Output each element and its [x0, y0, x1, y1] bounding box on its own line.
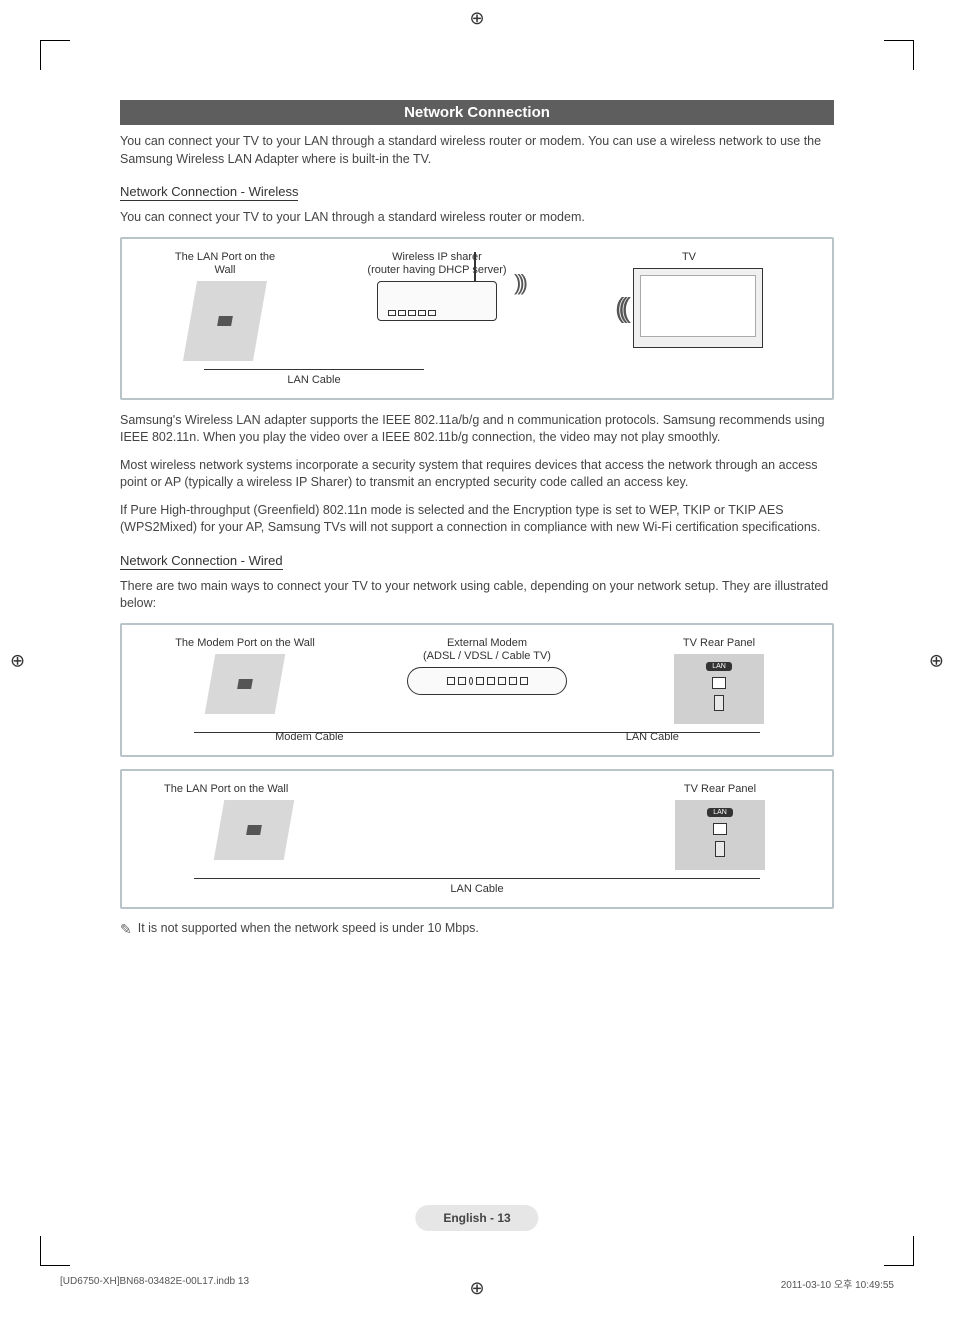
crop-corner — [40, 1236, 70, 1266]
registration-mark-top: ⊕ — [469, 8, 484, 29]
registration-mark-right: ⊕ — [929, 650, 944, 671]
cable-plug-icon — [714, 695, 724, 711]
wired-diagram-2: The LAN Port on the Wall TV Rear Panel L… — [120, 769, 834, 909]
cable-plug-icon — [715, 841, 725, 857]
modem-icon — [407, 667, 567, 695]
modem-cable-label: Modem Cable — [275, 731, 343, 743]
lan-wall-label: The LAN Port on the Wall — [164, 783, 344, 796]
wireless-desc: You can connect your TV to your LAN thro… — [120, 209, 834, 227]
wall-port-icon — [214, 800, 295, 860]
modem-label-2: (ADSL / VDSL / Cable TV) — [423, 650, 551, 662]
wall-port-icon — [205, 654, 286, 714]
page-number-badge: English - 13 — [415, 1205, 538, 1231]
tv-rear-label: TV Rear Panel — [650, 783, 790, 796]
wireless-heading: Network Connection - Wireless — [120, 184, 298, 201]
tv-label: TV — [615, 251, 763, 264]
crop-corner — [884, 40, 914, 70]
crop-corner — [40, 40, 70, 70]
wifi-waves-icon: ))) — [514, 270, 524, 296]
crop-corner — [884, 1236, 914, 1266]
note: ✎ It is not supported when the network s… — [120, 921, 834, 938]
lan-badge: LAN — [707, 808, 733, 817]
wired-diagram-1: The Modem Port on the Wall External Mode… — [120, 623, 834, 757]
section-title: Network Connection — [404, 104, 550, 121]
wired-desc: There are two main ways to connect your … — [120, 578, 834, 613]
print-footer: [UD6750-XH]BN68-03482E-00L17.indb 13 201… — [60, 1276, 894, 1291]
tv-icon — [633, 268, 763, 348]
manual-page: ⊕ ⊕ ⊕ ⊕ Network Connection You can conne… — [0, 0, 954, 1321]
registration-mark-left: ⊕ — [10, 650, 25, 671]
lan-cable-label: LAN Cable — [184, 374, 444, 386]
wall-port-icon — [183, 281, 267, 361]
print-footer-date: 2011-03-10 오후 10:49:55 — [781, 1276, 894, 1291]
router-label-1: Wireless IP sharer — [392, 251, 482, 263]
modem-wall-label: The Modem Port on the Wall — [165, 637, 325, 650]
lan-cable-label: LAN Cable — [626, 731, 679, 743]
lan-badge: LAN — [706, 662, 732, 671]
wireless-para3: If Pure High-throughput (Greenfield) 802… — [120, 502, 834, 537]
intro-text: You can connect your TV to your LAN thro… — [120, 133, 834, 168]
wifi-waves-icon: ((( — [615, 292, 625, 324]
wireless-para1: Samsung's Wireless LAN adapter supports … — [120, 412, 834, 447]
print-footer-file: [UD6750-XH]BN68-03482E-00L17.indb 13 — [60, 1276, 249, 1291]
wired-heading: Network Connection - Wired — [120, 553, 283, 570]
wall-port-label: The LAN Port on the Wall — [165, 251, 285, 277]
page-number: English - 13 — [443, 1211, 510, 1225]
wireless-diagram: The LAN Port on the Wall Wireless IP sha… — [120, 237, 834, 400]
tv-rear-label: TV Rear Panel — [649, 637, 789, 650]
router-label-2: (router having DHCP server) — [367, 264, 506, 276]
lan-port-icon — [712, 677, 726, 689]
note-icon: ✎ — [120, 921, 132, 938]
tv-rear-icon: LAN — [674, 654, 764, 724]
lan-port-icon — [713, 823, 727, 835]
router-icon: ))) — [377, 281, 497, 321]
lan-cable-label: LAN Cable — [134, 883, 820, 895]
wireless-para2: Most wireless network systems incorporat… — [120, 457, 834, 492]
section-title-bar: Network Connection — [120, 100, 834, 125]
tv-rear-icon: LAN — [675, 800, 765, 870]
note-text: It is not supported when the network spe… — [138, 921, 479, 935]
modem-label-1: External Modem — [447, 637, 527, 649]
